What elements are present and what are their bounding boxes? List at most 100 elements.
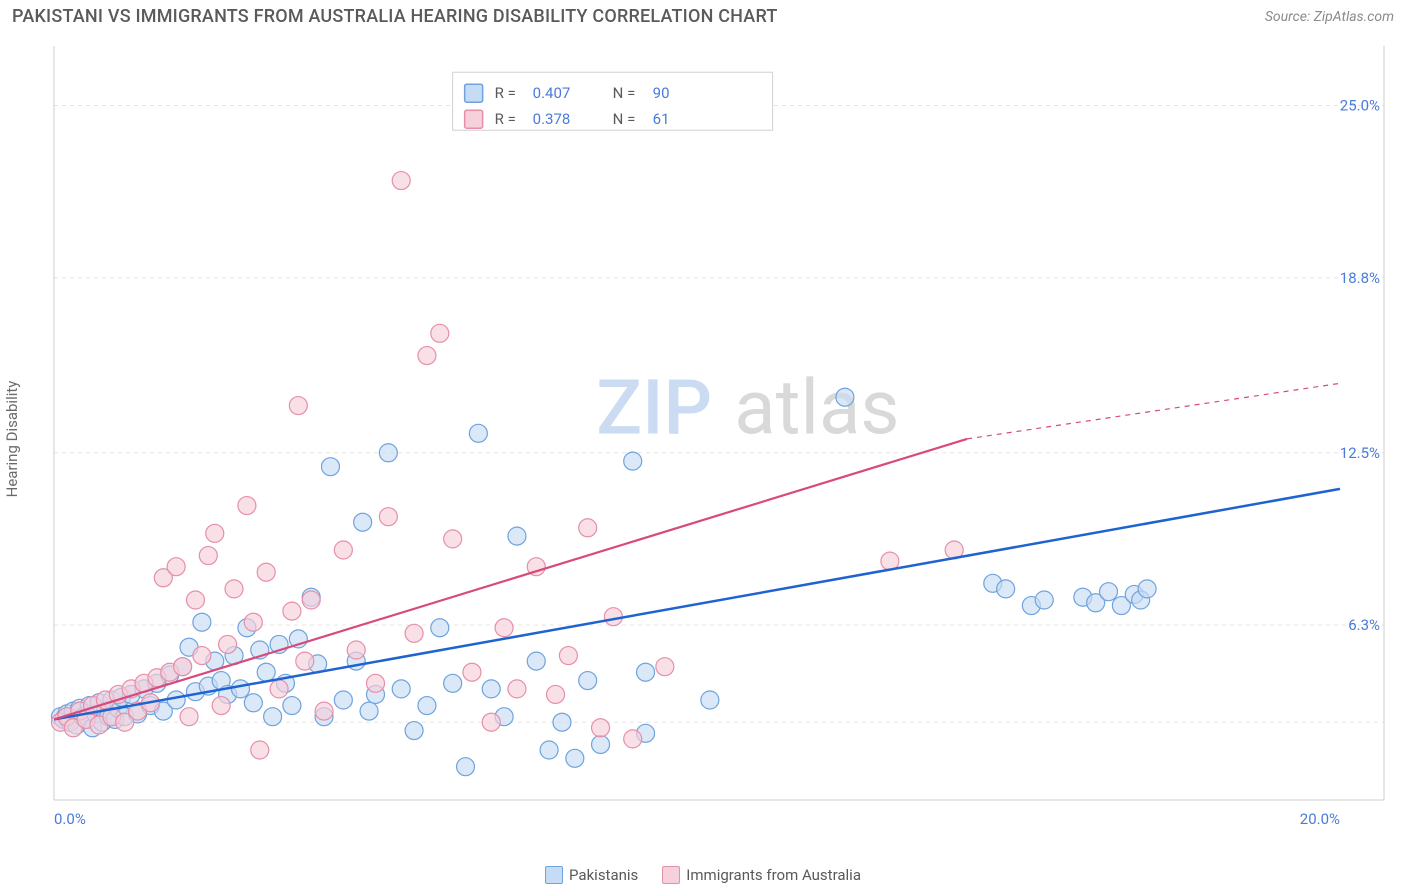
scatter-point bbox=[231, 680, 249, 698]
trend-line-dashed bbox=[967, 383, 1340, 439]
scatter-point bbox=[1138, 580, 1156, 598]
stats-n-value: 61 bbox=[653, 110, 670, 128]
legend-item: Immigrants from Australia bbox=[662, 866, 861, 884]
scatter-point bbox=[604, 608, 622, 626]
bottom-legend: Pakistanis Immigrants from Australia bbox=[545, 866, 861, 884]
scatter-point bbox=[334, 691, 352, 709]
scatter-point bbox=[418, 697, 436, 715]
scatter-point bbox=[431, 324, 449, 342]
scatter-point bbox=[199, 547, 217, 565]
y-axis-label: Hearing Disability bbox=[3, 381, 21, 498]
stats-r-label: R = bbox=[495, 84, 516, 102]
watermark-zip: ZIP bbox=[596, 362, 712, 452]
scatter-point bbox=[212, 697, 230, 715]
scatter-point bbox=[186, 591, 204, 609]
scatter-point bbox=[469, 424, 487, 442]
scatter-point bbox=[997, 580, 1015, 598]
scatter-point bbox=[463, 663, 481, 681]
scatter-point bbox=[167, 558, 185, 576]
scatter-point bbox=[566, 749, 584, 767]
scatter-point bbox=[431, 619, 449, 637]
scatter-point bbox=[315, 702, 333, 720]
scatter-point bbox=[508, 527, 526, 545]
watermark-atlas: atlas bbox=[734, 362, 899, 452]
scatter-point bbox=[379, 444, 397, 462]
chart-title: PAKISTANI VS IMMIGRANTS FROM AUSTRALIA H… bbox=[12, 6, 778, 27]
scatter-point bbox=[244, 613, 262, 631]
scatter-point bbox=[444, 530, 462, 548]
scatter-point bbox=[321, 458, 339, 476]
scatter-point bbox=[405, 722, 423, 740]
scatter-point bbox=[302, 591, 320, 609]
scatter-point bbox=[219, 635, 237, 653]
y-tick-label: 18.8% bbox=[1340, 269, 1380, 287]
scatter-point bbox=[180, 708, 198, 726]
stats-r-value: 0.378 bbox=[533, 110, 571, 128]
x-tick-label: 0.0% bbox=[54, 810, 86, 828]
scatter-point bbox=[547, 685, 565, 703]
stats-swatch bbox=[465, 84, 483, 102]
scatter-point bbox=[579, 672, 597, 690]
scatter-point bbox=[360, 702, 378, 720]
scatter-point bbox=[701, 691, 719, 709]
legend-item: Pakistanis bbox=[545, 866, 638, 884]
scatter-point bbox=[167, 691, 185, 709]
stats-r-label: R = bbox=[495, 110, 516, 128]
scatter-point bbox=[1035, 591, 1053, 609]
scatter-point bbox=[347, 641, 365, 659]
scatter-point bbox=[244, 694, 262, 712]
scatter-point bbox=[836, 388, 854, 406]
scatter-point bbox=[392, 172, 410, 190]
scatter-point bbox=[482, 713, 500, 731]
scatter-point bbox=[354, 513, 372, 531]
scatter-point bbox=[296, 652, 314, 670]
scatter-point bbox=[193, 613, 211, 631]
legend-swatch bbox=[545, 866, 563, 884]
scatter-point bbox=[289, 397, 307, 415]
scatter-point bbox=[1100, 583, 1118, 601]
scatter-point bbox=[624, 452, 642, 470]
stats-r-value: 0.407 bbox=[533, 84, 571, 102]
y-tick-label: 25.0% bbox=[1340, 97, 1380, 115]
chart-source: Source: ZipAtlas.com bbox=[1265, 9, 1394, 25]
scatter-point bbox=[457, 758, 475, 776]
scatter-point bbox=[592, 719, 610, 737]
scatter-point bbox=[257, 563, 275, 581]
scatter-point bbox=[334, 541, 352, 559]
scatter-point bbox=[392, 680, 410, 698]
scatter-point bbox=[283, 697, 301, 715]
legend-label: Pakistanis bbox=[569, 866, 638, 884]
y-tick-label: 12.5% bbox=[1340, 444, 1380, 462]
stats-n-label: N = bbox=[613, 84, 636, 102]
scatter-point bbox=[495, 619, 513, 637]
y-tick-label: 6.3% bbox=[1348, 616, 1380, 634]
scatter-point bbox=[270, 680, 288, 698]
scatter-point bbox=[251, 741, 269, 759]
scatter-point bbox=[482, 680, 500, 698]
scatter-point bbox=[656, 658, 674, 676]
stats-n-label: N = bbox=[613, 110, 636, 128]
chart-svg: ZIPatlas6.3%12.5%18.8%25.0%0.0%20.0%R =0… bbox=[50, 40, 1390, 830]
scatter-point bbox=[405, 624, 423, 642]
legend-swatch bbox=[662, 866, 680, 884]
scatter-point bbox=[238, 497, 256, 515]
stats-n-value: 90 bbox=[653, 84, 670, 102]
scatter-point bbox=[592, 735, 610, 753]
scatter-point bbox=[637, 663, 655, 681]
scatter-point bbox=[508, 680, 526, 698]
scatter-point bbox=[257, 663, 275, 681]
scatter-point bbox=[206, 524, 224, 542]
scatter-point bbox=[527, 652, 545, 670]
scatter-point bbox=[193, 647, 211, 665]
scatter-point bbox=[579, 519, 597, 537]
scatter-point bbox=[553, 713, 571, 731]
scatter-point bbox=[379, 508, 397, 526]
scatter-point bbox=[174, 658, 192, 676]
scatter-point bbox=[444, 674, 462, 692]
scatter-point bbox=[283, 602, 301, 620]
chart-header: PAKISTANI VS IMMIGRANTS FROM AUSTRALIA H… bbox=[12, 6, 1394, 27]
scatter-point bbox=[624, 730, 642, 748]
scatter-point bbox=[540, 741, 558, 759]
scatter-point bbox=[418, 347, 436, 365]
stats-swatch bbox=[465, 110, 483, 128]
